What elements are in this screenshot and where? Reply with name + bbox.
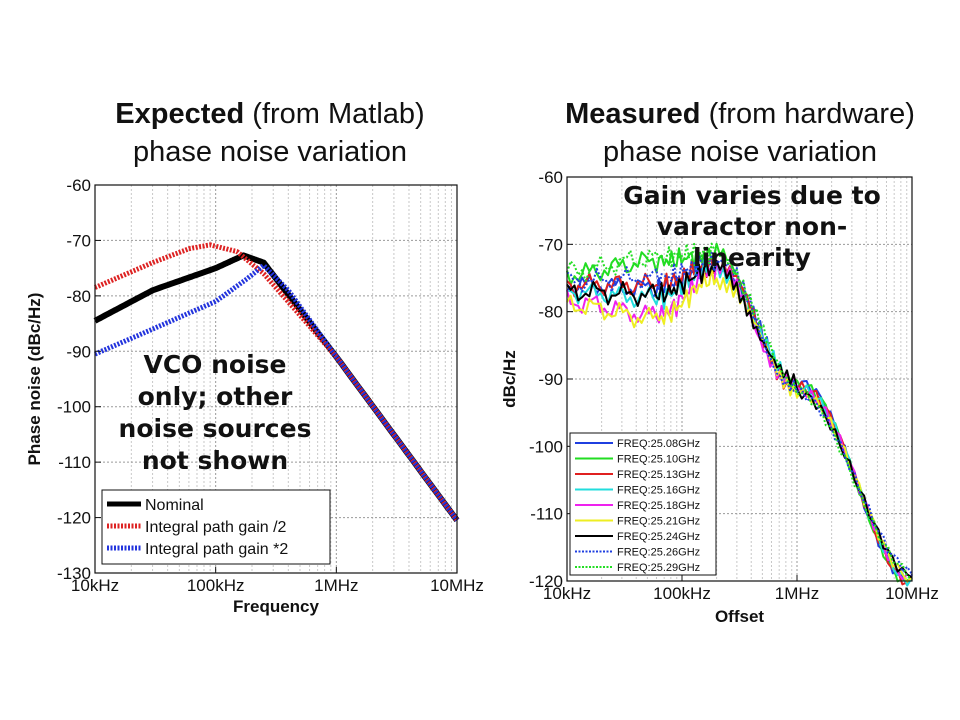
left-ytick-label: -130 bbox=[57, 564, 91, 583]
right-series-6-line bbox=[566, 266, 913, 583]
right-ytick-label: -90 bbox=[538, 370, 563, 389]
right-legend-label: FREQ:25.26GHz bbox=[617, 547, 700, 559]
right-legend-label: FREQ:25.24GHz bbox=[617, 531, 700, 543]
right-legend: FREQ:25.08GHz FREQ:25.10GHz FREQ:25.13GHz F… bbox=[569, 432, 717, 576]
left-axes-frame bbox=[94, 184, 458, 574]
right-ytick-label: -70 bbox=[538, 235, 563, 254]
left-ytick-label: -90 bbox=[66, 342, 91, 361]
right-series-group bbox=[566, 242, 913, 587]
right-chart-title: Measured (from hardware) phase noise vari… bbox=[565, 98, 915, 168]
left-annotation-line: not shown bbox=[142, 446, 288, 475]
left-ytick-label: -120 bbox=[57, 509, 91, 528]
left-x-axis-label: Frequency bbox=[233, 597, 320, 616]
right-annotation-line: linearity bbox=[693, 243, 811, 272]
left-chart-title: Expected (from Matlab) phase noise variat… bbox=[115, 98, 425, 168]
right-annotation-line: Gain varies due to bbox=[623, 181, 881, 210]
right-y-axis-label: dBc/Hz bbox=[500, 350, 519, 408]
left-ytick-label: -80 bbox=[66, 287, 91, 306]
right-ytick-label: -80 bbox=[538, 303, 563, 322]
right-ytick-label: -110 bbox=[530, 505, 563, 524]
right-legend-label: FREQ:25.10GHz bbox=[617, 454, 700, 466]
right-series-7-line bbox=[566, 259, 913, 579]
right-series-9-line bbox=[566, 242, 913, 579]
left-y-axis-label: Phase noise (dBc/Hz) bbox=[25, 293, 44, 466]
right-legend-label: FREQ:25.16GHz bbox=[617, 485, 700, 497]
left-annotation-line: VCO noise bbox=[143, 350, 286, 379]
left-xtick-label: 10kHz bbox=[71, 576, 119, 595]
left-legend-label: Nominal bbox=[145, 497, 204, 514]
right-xtick-label: 1MHz bbox=[775, 584, 819, 603]
left-ytick-label: -60 bbox=[66, 176, 91, 195]
right-legend-label: FREQ:25.18GHz bbox=[617, 500, 700, 512]
right-legend-label: FREQ:25.13GHz bbox=[617, 469, 700, 481]
left-ytick-label: -70 bbox=[66, 231, 91, 250]
right-series-8-line bbox=[566, 251, 913, 575]
left-xtick-label: 1MHz bbox=[314, 576, 358, 595]
left-legend: Nominal Integral path gain /2 Integral pat… bbox=[101, 489, 331, 565]
left-ytick-label: -110 bbox=[58, 453, 91, 472]
left-legend-label: Integral path gain /2 bbox=[145, 519, 287, 536]
right-x-axis-label: Offset bbox=[715, 607, 764, 626]
right-xtick-label: 100kHz bbox=[653, 584, 711, 603]
left-annotation-line: only; other bbox=[138, 382, 293, 411]
right-legend-label: FREQ:25.29GHz bbox=[617, 562, 700, 574]
left-annotation-line: noise sources bbox=[119, 414, 312, 443]
right-xtick-label: 10kHz bbox=[543, 584, 591, 603]
right-xtick-label: 10MHz bbox=[885, 584, 939, 603]
right-ytick-label: -60 bbox=[538, 168, 563, 187]
right-annotation-line: varactor non- bbox=[657, 212, 848, 241]
left-series-group bbox=[93, 242, 460, 523]
left-xtick-label: 100kHz bbox=[187, 576, 245, 595]
left-ytick-label: -100 bbox=[57, 398, 91, 417]
right-ytick-label: -100 bbox=[529, 437, 563, 456]
right-ytick-label: -120 bbox=[529, 572, 563, 591]
left-legend-label: Integral path gain *2 bbox=[145, 541, 288, 558]
right-legend-label: FREQ:25.08GHz bbox=[617, 438, 700, 450]
left-series-3-line bbox=[93, 262, 460, 522]
left-xtick-label: 10MHz bbox=[430, 576, 484, 595]
right-legend-label: FREQ:25.21GHz bbox=[617, 516, 700, 528]
